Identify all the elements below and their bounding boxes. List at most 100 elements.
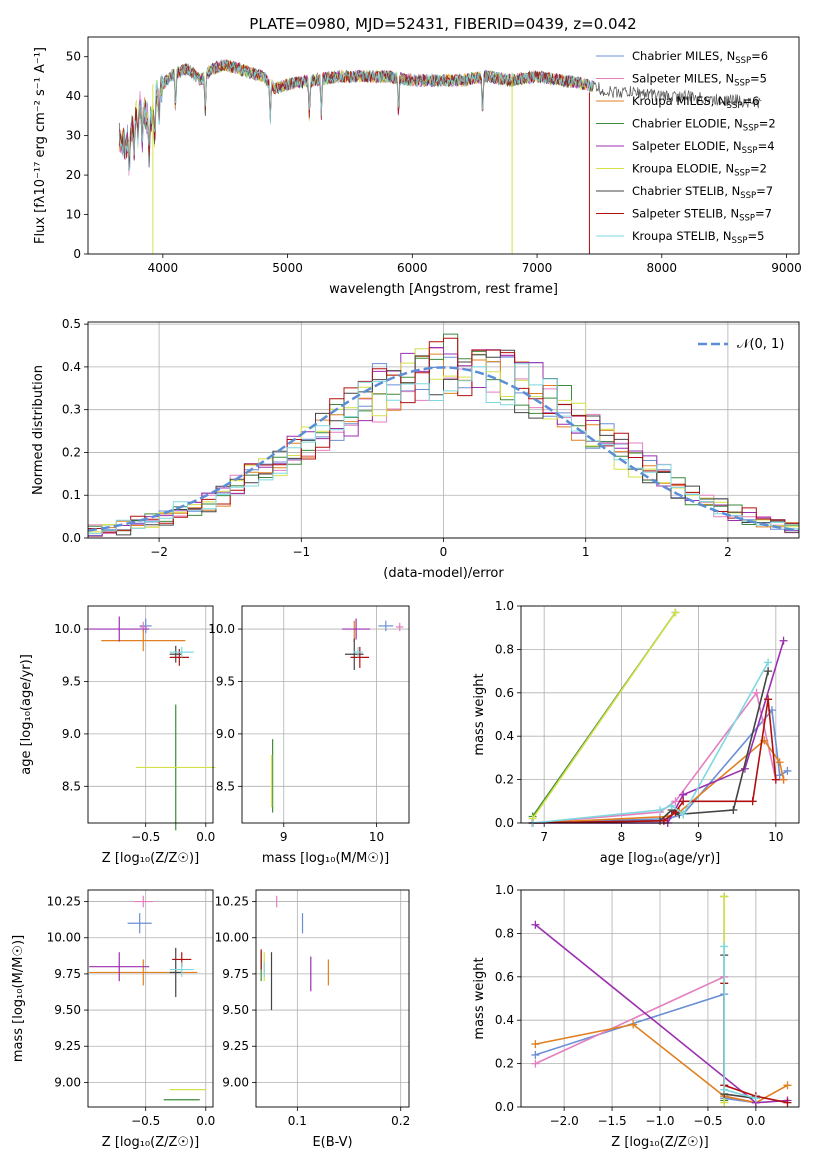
weight-marker bbox=[720, 892, 729, 901]
y-tick-label: 0.4 bbox=[495, 729, 514, 743]
weight-marker bbox=[748, 797, 757, 806]
axes-frame bbox=[255, 889, 410, 1108]
data-point bbox=[342, 618, 371, 640]
weight-line bbox=[535, 975, 757, 1104]
x-tick-label: −1.0 bbox=[645, 1114, 674, 1128]
x-tick-label: 2 bbox=[724, 545, 732, 559]
weight-marker bbox=[764, 658, 773, 667]
histogram-line bbox=[88, 333, 799, 532]
z-mass-panel: −0.5 0.0 9.00 9.25 9.50 9.75 10.00 10.25 Z [log₁… bbox=[11, 889, 215, 1150]
data-point bbox=[353, 646, 363, 658]
x-tick-label: 8 bbox=[618, 830, 626, 844]
histogram-line bbox=[88, 337, 799, 533]
legend-count: =2 bbox=[759, 117, 776, 131]
histograms bbox=[88, 333, 799, 537]
legend-name: Chabrier ELODIE, N bbox=[632, 117, 743, 131]
x-tick-label: 7 bbox=[540, 830, 548, 844]
y-tick-label: 9.0 bbox=[62, 727, 81, 741]
data-point bbox=[169, 645, 182, 663]
spectrum-lines bbox=[118, 59, 762, 254]
y-tick-label: 10.0 bbox=[208, 622, 235, 636]
weight-marker bbox=[720, 1085, 729, 1094]
y-tick-label: 10.00 bbox=[47, 931, 81, 945]
weight-marker bbox=[729, 805, 738, 814]
legend-entry: Chabrier MILES, NSSP=6 bbox=[632, 49, 768, 66]
x-tick-label: −1.5 bbox=[597, 1114, 626, 1128]
residuals-panel: −2 −1 0 1 2 0.0 0.1 0.2 0.3 0.4 0.5 (data-model)/er… bbox=[31, 317, 800, 581]
legend-entry: Chabrier STELIB, NSSP=7 bbox=[632, 184, 773, 201]
weight-marker bbox=[779, 636, 788, 645]
legend-sub: SSP bbox=[727, 101, 743, 111]
weight-series bbox=[528, 658, 773, 827]
data-point bbox=[396, 622, 404, 632]
y-axis-label: age [log₁₀(age/yr)] bbox=[19, 654, 34, 775]
y-tick-label: 0.8 bbox=[495, 642, 514, 656]
data-point bbox=[344, 638, 364, 670]
x-tick-label: 1 bbox=[582, 545, 590, 559]
y-tick-label: 10.25 bbox=[47, 895, 81, 909]
data-point bbox=[378, 620, 394, 632]
weight-line bbox=[532, 640, 785, 824]
weight-marker bbox=[679, 810, 688, 819]
y-tick-label: 9.50 bbox=[54, 1003, 81, 1017]
x-tick-label: 9 bbox=[695, 830, 703, 844]
y-tick-label: 10.00 bbox=[215, 931, 249, 945]
legend-entry: Salpeter MILES, NSSP=5 bbox=[632, 72, 767, 89]
legend-count: =4 bbox=[758, 139, 775, 153]
legend-sub: SSP bbox=[734, 169, 750, 179]
x-axis-label: Z [log₁₀(Z/Z☉)] bbox=[611, 1135, 708, 1150]
y-tick-label: 0.0 bbox=[495, 816, 514, 830]
data-point bbox=[169, 646, 194, 658]
weight-line bbox=[723, 946, 757, 1100]
x-tick-label: −0.5 bbox=[693, 1114, 722, 1128]
weight-marker bbox=[679, 797, 688, 806]
weight-line bbox=[532, 739, 785, 824]
legend-count: =7 bbox=[755, 207, 772, 221]
y-axis-label: Flux [fλ10⁻¹⁷ erg cm⁻² s⁻¹ A⁻¹] bbox=[33, 47, 48, 244]
x-axis-label: Z [log₁₀(Z/Z☉)] bbox=[102, 851, 199, 866]
x-tick-label: 9 bbox=[280, 830, 288, 844]
x-tick-label: 0.2 bbox=[391, 1114, 410, 1128]
x-tick-label: −2.0 bbox=[550, 1114, 579, 1128]
histogram-line bbox=[88, 363, 799, 534]
weight-marker bbox=[775, 758, 784, 767]
legend-sub: SSP bbox=[735, 56, 751, 66]
legend-entry: Kroupa ELODIE, NSSP=2 bbox=[632, 162, 767, 179]
weight-series bbox=[528, 667, 773, 827]
legend-entry: 𝒩(0, 1) bbox=[737, 337, 784, 352]
x-tick-label: 4000 bbox=[148, 261, 179, 275]
weight-marker bbox=[659, 816, 668, 825]
legend-sub: SSP bbox=[743, 124, 759, 134]
weight-marker bbox=[531, 1059, 540, 1068]
weight-line bbox=[532, 662, 769, 824]
legend-name: Kroupa MILES, N bbox=[632, 94, 727, 108]
weight-series bbox=[528, 636, 788, 827]
weight-marker bbox=[531, 1050, 540, 1059]
axes-frame bbox=[520, 605, 800, 824]
y-tick-label: 1.0 bbox=[495, 599, 514, 613]
y-tick-label: 0.8 bbox=[495, 926, 514, 940]
legend-count: =7 bbox=[756, 184, 773, 198]
axes-frame bbox=[87, 605, 214, 824]
y-tick-label: 0.0 bbox=[495, 1100, 514, 1114]
x-tick-label: 6000 bbox=[397, 261, 428, 275]
y-tick-label: 9.0 bbox=[216, 727, 235, 741]
legend-count: =6 bbox=[751, 49, 768, 63]
histogram-line bbox=[88, 349, 799, 536]
x-tick-label: 8000 bbox=[647, 261, 678, 275]
legend-entry: Kroupa MILES, NSSP=6 bbox=[632, 94, 759, 111]
x-axis-label: Z [log₁₀(Z/Z☉)] bbox=[102, 1135, 199, 1150]
data-point bbox=[350, 646, 370, 668]
data-point bbox=[89, 952, 150, 982]
y-tick-label: 9.75 bbox=[222, 967, 249, 981]
y-tick-label: 0.0 bbox=[62, 531, 81, 545]
axes-frame bbox=[241, 605, 410, 824]
histogram-line bbox=[88, 353, 799, 537]
weight-marker bbox=[779, 775, 788, 784]
x-tick-label: 0.0 bbox=[196, 830, 215, 844]
weight-marker bbox=[720, 942, 729, 951]
legend-name: Kroupa ELODIE, N bbox=[632, 162, 734, 176]
y-tick-label: 10.0 bbox=[54, 622, 81, 636]
spectrum-line bbox=[118, 59, 594, 171]
legend-name: Chabrier STELIB, N bbox=[632, 184, 740, 198]
